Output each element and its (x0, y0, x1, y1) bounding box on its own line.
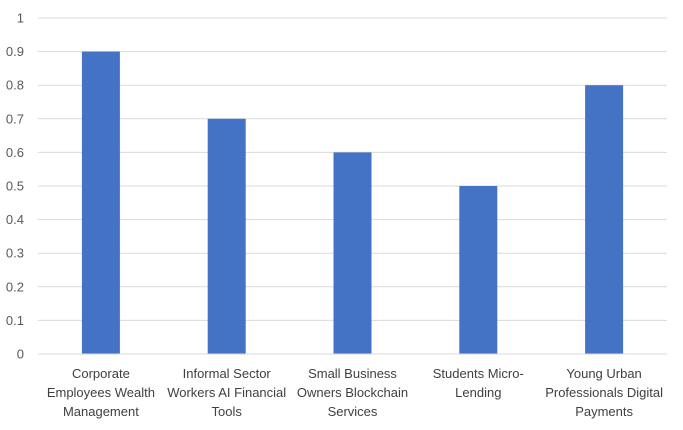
y-tick-label: 0.6 (6, 145, 24, 160)
y-tick-label: 0.2 (6, 279, 24, 294)
y-tick-label: 0.8 (6, 78, 24, 93)
bars (81, 51, 624, 354)
x-category-label: Young Urban Professionals Digital Payments (545, 366, 663, 419)
x-category-label-line: Small Business (308, 366, 397, 381)
bar (207, 118, 246, 354)
x-category-label-line: Young Urban (566, 366, 641, 381)
x-category-label-line: Professionals Digital (545, 385, 663, 400)
y-tick-label: 0 (17, 347, 24, 362)
x-category-label-line: Services (328, 404, 378, 419)
x-category-label-line: Tools (212, 404, 243, 419)
bar (81, 51, 120, 354)
y-tick-label: 0.5 (6, 179, 24, 194)
x-category-label-line: Workers AI Financial (167, 385, 286, 400)
x-category-label-line: Informal Sector (183, 366, 272, 381)
x-category-label-line: Students Micro- (433, 366, 524, 381)
y-tick-label: 0.1 (6, 313, 24, 328)
x-axis-labels: Corporate Employees Wealth Management Infor… (47, 366, 663, 419)
x-category-label: Corporate Employees Wealth Management (47, 366, 155, 419)
x-category-label: Students Micro- Lending (433, 366, 524, 400)
bar (333, 152, 372, 354)
y-tick-label: 0.4 (6, 212, 24, 227)
x-category-label-line: Management (63, 404, 139, 419)
x-category-label-line: Payments (575, 404, 633, 419)
bar (459, 186, 498, 354)
y-tick-label: 0.7 (6, 111, 24, 126)
y-axis-ticks: 0 0.1 0.2 0.3 0.4 0.5 0.6 0.7 0.8 0.9 1 (6, 11, 24, 362)
bar (585, 85, 624, 354)
x-category-label-line: Corporate (72, 366, 130, 381)
x-category-label: Small Business Owners Blockchain Services (297, 366, 408, 419)
x-category-label-line: Lending (455, 385, 501, 400)
x-category-label-line: Employees Wealth (47, 385, 155, 400)
y-tick-label: 0.3 (6, 246, 24, 261)
y-tick-label: 0.9 (6, 44, 24, 59)
y-tick-label: 1 (17, 11, 24, 26)
x-category-label-line: Owners Blockchain (297, 385, 408, 400)
x-category-label: Informal Sector Workers AI Financial Tools (167, 366, 286, 419)
